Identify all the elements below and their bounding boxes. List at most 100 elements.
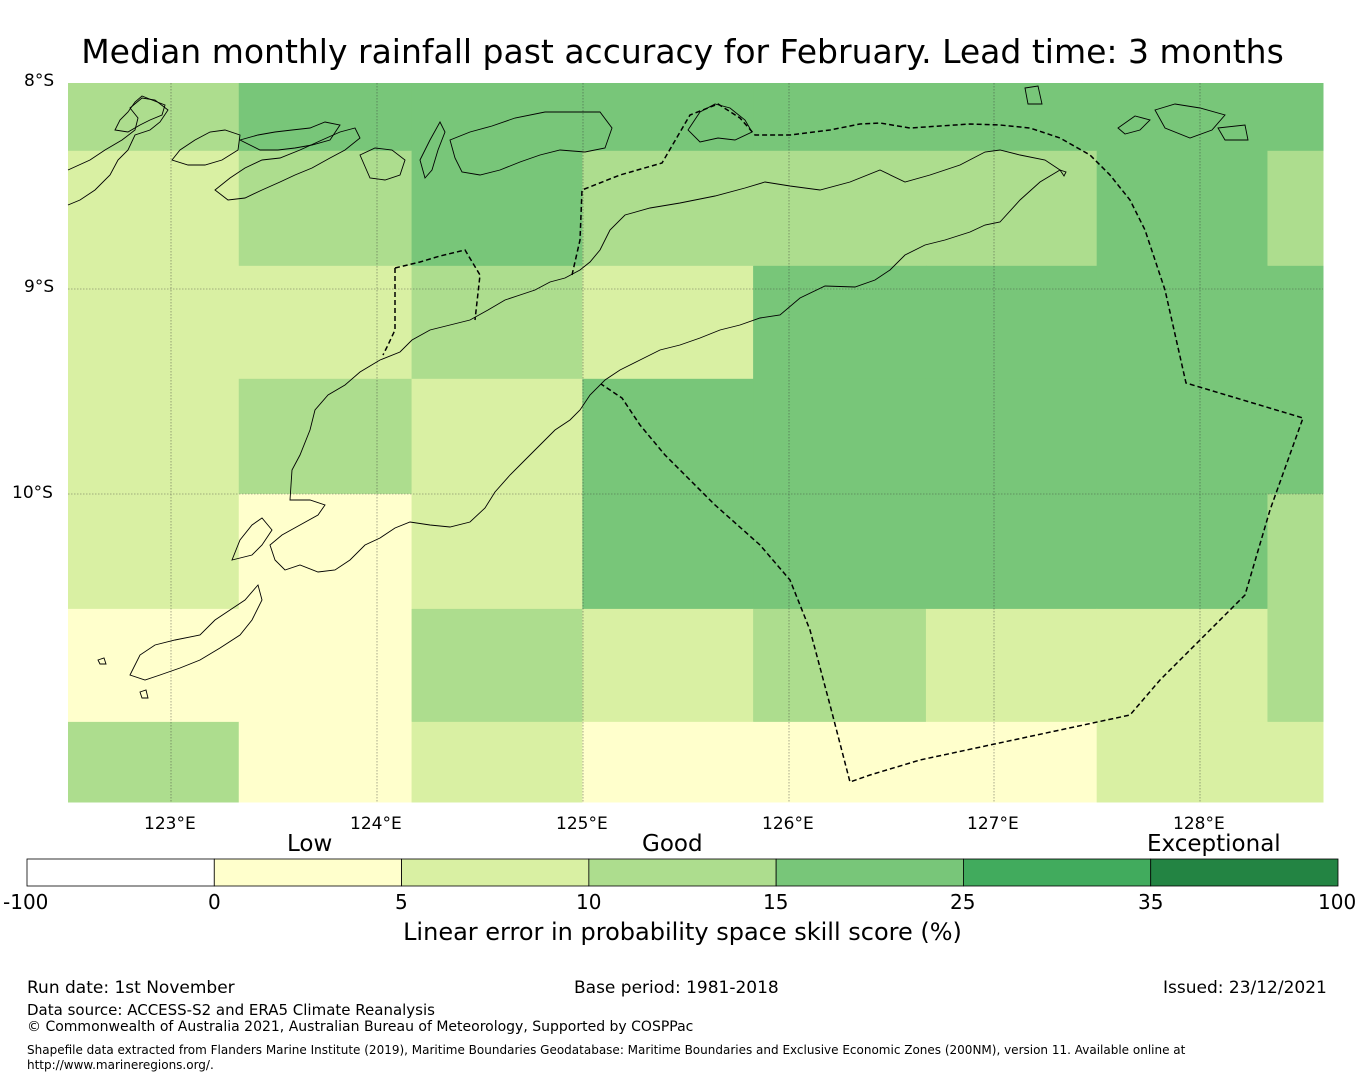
legend-tick: 5 <box>395 890 408 914</box>
skill-cell <box>411 378 583 495</box>
skill-cell <box>68 265 240 380</box>
skill-cell <box>1096 493 1268 610</box>
skill-cell <box>68 378 240 495</box>
skill-cell <box>238 608 413 723</box>
skill-cell <box>1267 721 1324 803</box>
graticule <box>68 83 1323 802</box>
skill-cell <box>238 83 413 152</box>
skill-cell <box>753 265 927 380</box>
legend-swatch <box>963 858 1152 887</box>
legend-swatch <box>588 858 777 887</box>
skill-cell <box>411 493 583 610</box>
legend-tick: 0 <box>208 890 221 914</box>
run-date: Run date: 1st November <box>27 978 235 998</box>
skill-cell <box>753 721 927 803</box>
skill-cell <box>1267 83 1324 152</box>
skill-cell <box>582 83 754 152</box>
skill-cell <box>925 265 1098 380</box>
issued-date: Issued: 23/12/2021 <box>1163 978 1327 998</box>
skill-grid <box>68 83 1324 803</box>
skill-cell <box>753 493 927 610</box>
lat-label-8s: 8°S <box>24 71 55 91</box>
skill-cell <box>238 150 413 267</box>
skill-cell <box>753 83 927 152</box>
legend-tick: -100 <box>3 890 49 914</box>
skill-cell <box>238 265 413 380</box>
legend-tick: 100 <box>1318 890 1357 914</box>
coast-island-j <box>1154 103 1226 139</box>
skill-cell <box>582 265 754 380</box>
coast-small-3 <box>1058 169 1067 177</box>
skill-cell <box>238 721 413 803</box>
skill-cell <box>753 378 927 495</box>
data-source: Data source: ACCESS-S2 and ERA5 Climate … <box>27 1001 435 1019</box>
skill-cell <box>68 493 240 610</box>
skill-cell <box>753 608 927 723</box>
skill-cell <box>411 150 583 267</box>
skill-cell <box>68 150 240 267</box>
chart-title: Median monthly rainfall past accuracy fo… <box>81 32 1284 71</box>
coast-island-e <box>359 147 406 181</box>
skill-cell <box>68 608 240 723</box>
copyright: © Commonwealth of Australia 2021, Austra… <box>27 1019 694 1035</box>
legend-swatch <box>775 858 964 887</box>
lon-label-123e: 123°E <box>144 814 196 834</box>
lat-label-10s: 10°S <box>12 483 53 503</box>
legend-word-exceptional: Exceptional <box>1147 831 1281 857</box>
skill-cell <box>68 83 240 152</box>
shapefile-credit-line1: Shapefile data extracted from Flanders M… <box>27 1043 1186 1057</box>
coast-island-d <box>238 121 341 151</box>
coast-small-1 <box>97 657 107 665</box>
coast-savu <box>129 584 263 681</box>
skill-cell <box>1096 265 1268 380</box>
legend-word-good: Good <box>642 831 703 857</box>
shapefile-credit-line2: http://www.marineregions.org/. <box>27 1058 214 1072</box>
legend-swatch <box>26 858 215 887</box>
skill-cell <box>68 721 240 803</box>
skill-cell <box>1267 378 1324 495</box>
coast-small-2 <box>139 689 149 699</box>
skill-cell <box>411 265 583 380</box>
coast-flores <box>67 97 169 206</box>
skill-cell <box>1096 608 1268 723</box>
skill-cell <box>1096 378 1268 495</box>
legend-tick: 35 <box>1138 890 1164 914</box>
coast-island-a <box>114 95 166 133</box>
skill-cell <box>238 378 413 495</box>
skill-cell <box>925 150 1098 267</box>
legend-tick: 25 <box>950 890 976 914</box>
skill-cell <box>1096 150 1268 267</box>
coast-island-g <box>449 111 613 176</box>
skill-cell <box>582 378 754 495</box>
coast-island-f <box>419 121 446 179</box>
skill-cell <box>925 493 1098 610</box>
skill-cell <box>925 608 1098 723</box>
skill-cell <box>411 721 583 803</box>
lon-label-124e: 124°E <box>350 814 402 834</box>
skill-cell <box>753 150 927 267</box>
coast-island-i <box>1117 115 1151 135</box>
legend-title: Linear error in probability space skill … <box>403 918 962 946</box>
skill-cell <box>411 83 583 152</box>
skill-cell <box>582 608 754 723</box>
skill-cell <box>582 721 754 803</box>
lon-label-127e: 127°E <box>967 814 1019 834</box>
coast-rote <box>231 517 273 561</box>
legend-word-low: Low <box>287 831 333 857</box>
legend-swatch <box>401 858 590 887</box>
skill-cell <box>925 721 1098 803</box>
eez-boundary <box>382 103 1304 783</box>
skill-cell <box>1267 150 1324 267</box>
base-period: Base period: 1981-2018 <box>574 978 779 998</box>
coast-island-k <box>1217 124 1249 141</box>
skill-cell <box>582 493 754 610</box>
skill-cell <box>1267 493 1324 610</box>
skill-cell <box>411 608 583 723</box>
coast-timor <box>269 149 1061 573</box>
skill-cell <box>238 493 413 610</box>
lat-label-9s: 9°S <box>24 277 55 297</box>
skill-cell <box>1267 608 1324 723</box>
skill-cell <box>1096 721 1268 803</box>
skill-cell <box>582 150 754 267</box>
